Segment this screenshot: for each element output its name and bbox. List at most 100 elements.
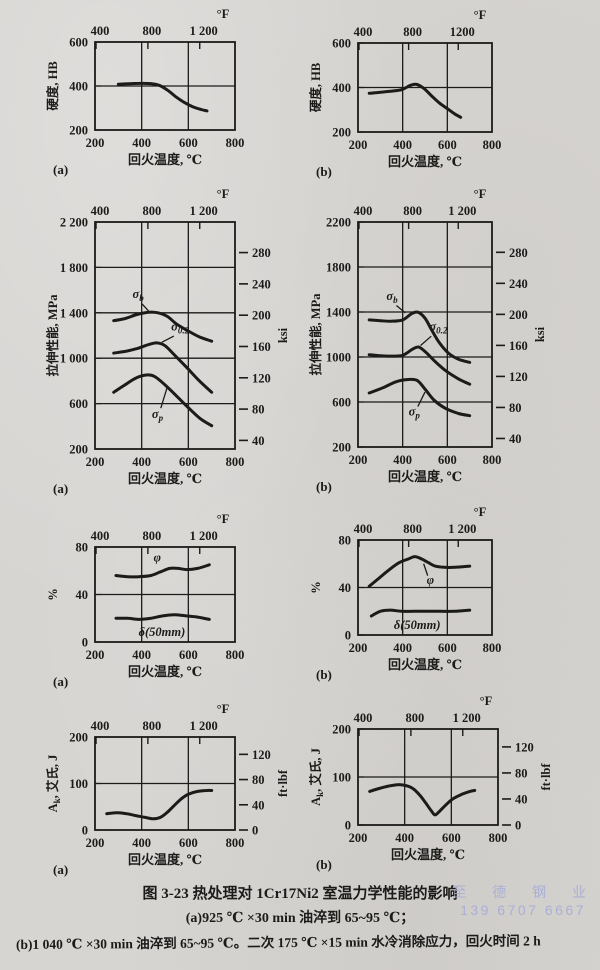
svg-text:40: 40 bbox=[339, 581, 352, 595]
svg-text:1200: 1200 bbox=[450, 25, 475, 39]
svg-text:80: 80 bbox=[76, 541, 89, 555]
figure-caption: 图 3-23 热处理对 1Cr17Ni2 室温力学性能的影响 (a)925 ℃ … bbox=[0, 882, 600, 952]
svg-text:φ: φ bbox=[427, 573, 434, 587]
svg-text:80: 80 bbox=[515, 766, 528, 780]
chart-ductility-b: 0 40 80 400 800 1 200 °F 200 400 600 800 回火温度, ℃% φ δ… bbox=[298, 498, 568, 690]
svg-text:200: 200 bbox=[86, 648, 105, 662]
chart-hardness-b: 200 400 600 400 800 1200 °F 200 400 600 800 回火温度, ℃… bbox=[298, 1, 568, 186]
svg-text:回火温度, ℃: 回火温度, ℃ bbox=[128, 152, 202, 167]
svg-text:600: 600 bbox=[69, 397, 88, 411]
svg-text:120: 120 bbox=[252, 371, 271, 385]
svg-text:400: 400 bbox=[395, 831, 414, 845]
svg-text:280: 280 bbox=[252, 246, 271, 260]
svg-text:ksi: ksi bbox=[276, 327, 290, 343]
svg-text:200: 200 bbox=[69, 124, 88, 138]
svg-text:°F: °F bbox=[217, 512, 230, 526]
svg-text:回火温度, ℃: 回火温度, ℃ bbox=[128, 852, 202, 867]
svg-text:1 200: 1 200 bbox=[190, 529, 218, 543]
chart-tensile-b: 200 600 1000 1400 1800 2200 400 800 1 200 °F 200 40… bbox=[298, 180, 568, 502]
svg-text:400: 400 bbox=[132, 455, 151, 469]
svg-text:200: 200 bbox=[86, 455, 105, 469]
svg-text:120: 120 bbox=[252, 748, 271, 762]
svg-text:回火温度, ℃: 回火温度, ℃ bbox=[128, 471, 202, 486]
chart-impact-b: 0 100 200 400 800 1 200 °F 200 400 600 800 回火温度, ℃ A… bbox=[298, 687, 568, 877]
svg-text:0: 0 bbox=[252, 824, 258, 838]
svg-text:200: 200 bbox=[349, 138, 368, 152]
svg-text:回火温度, ℃: 回火温度, ℃ bbox=[388, 657, 462, 672]
svg-text:800: 800 bbox=[226, 648, 245, 662]
svg-text:600: 600 bbox=[179, 648, 198, 662]
svg-text:200: 200 bbox=[86, 136, 105, 150]
svg-text:800: 800 bbox=[226, 836, 245, 850]
svg-text:(a): (a) bbox=[53, 162, 68, 177]
svg-text:回火温度, ℃: 回火温度, ℃ bbox=[128, 664, 202, 679]
svg-text:硬度, HB: 硬度, HB bbox=[308, 63, 323, 112]
svg-text:400: 400 bbox=[132, 136, 151, 150]
caption-note-b: (b)1 040 ℃ ×30 min 油淬到 65~95 ℃。二次 175 ℃ … bbox=[15, 933, 541, 952]
svg-text:200: 200 bbox=[349, 831, 368, 845]
svg-text:σ0.2: σ0.2 bbox=[171, 319, 190, 335]
svg-text:%: % bbox=[46, 588, 60, 601]
svg-text:800: 800 bbox=[403, 204, 422, 218]
svg-text:0: 0 bbox=[345, 629, 351, 643]
watermark-phone: 139 6707 6667 bbox=[460, 901, 586, 918]
svg-text:800: 800 bbox=[143, 529, 162, 543]
svg-text:40: 40 bbox=[515, 792, 528, 806]
svg-text:回火温度, ℃: 回火温度, ℃ bbox=[391, 847, 465, 862]
svg-text:800: 800 bbox=[226, 455, 245, 469]
svg-text:600: 600 bbox=[69, 36, 88, 50]
svg-text:1 200: 1 200 bbox=[190, 719, 218, 733]
svg-text:200: 200 bbox=[332, 441, 351, 455]
svg-text:(b): (b) bbox=[316, 857, 332, 872]
svg-text:0: 0 bbox=[82, 636, 88, 650]
svg-text:1 400: 1 400 bbox=[60, 306, 88, 320]
svg-text:200: 200 bbox=[69, 731, 88, 745]
watermark: 至 德 钢 业 139 6707 6667 bbox=[452, 884, 586, 919]
svg-text:2200: 2200 bbox=[326, 216, 351, 230]
svg-text:400: 400 bbox=[132, 836, 151, 850]
svg-text:400: 400 bbox=[91, 719, 110, 733]
svg-text:硬度, HB: 硬度, HB bbox=[45, 61, 60, 110]
svg-text:800: 800 bbox=[406, 711, 425, 725]
svg-text:°F: °F bbox=[217, 187, 230, 201]
svg-text:σb: σb bbox=[133, 287, 145, 303]
svg-text:400: 400 bbox=[69, 80, 88, 94]
svg-text:0: 0 bbox=[82, 824, 88, 838]
svg-text:800: 800 bbox=[403, 522, 422, 536]
svg-text:200: 200 bbox=[86, 836, 105, 850]
svg-text:(a): (a) bbox=[53, 481, 68, 496]
svg-text:δ(50mm): δ(50mm) bbox=[394, 618, 441, 632]
svg-text:%: % bbox=[309, 581, 323, 594]
svg-text:Ak, 艾氏, J: Ak, 艾氏, J bbox=[45, 755, 62, 813]
svg-text:600: 600 bbox=[179, 455, 198, 469]
svg-text:600: 600 bbox=[438, 138, 457, 152]
svg-text:200: 200 bbox=[252, 309, 271, 323]
caption-note-a: (a)925 ℃ ×30 min 油淬到 65~95 ℃； bbox=[185, 911, 415, 926]
svg-text:400: 400 bbox=[91, 24, 110, 38]
svg-text:280: 280 bbox=[509, 246, 528, 260]
svg-text:80: 80 bbox=[252, 773, 265, 787]
svg-text:1 200: 1 200 bbox=[448, 204, 476, 218]
svg-text:(a): (a) bbox=[53, 674, 68, 689]
svg-text:400: 400 bbox=[393, 641, 412, 655]
svg-text:240: 240 bbox=[509, 277, 528, 291]
svg-text:Ak, 艾氏, J: Ak, 艾氏, J bbox=[308, 748, 325, 806]
svg-text:40: 40 bbox=[509, 432, 522, 446]
chart-impact-a: 0 100 200 400 800 1 200 °F 200 400 600 800 回火温度, ℃ A… bbox=[35, 695, 300, 885]
chart-ductility-a: 0 40 80 400 800 1 200 °F 200 400 600 800 回火温度, ℃% φ δ… bbox=[35, 505, 300, 697]
svg-text:40: 40 bbox=[252, 798, 265, 812]
svg-text:200: 200 bbox=[332, 126, 351, 140]
svg-text:1000: 1000 bbox=[326, 351, 351, 365]
svg-text:800: 800 bbox=[483, 641, 502, 655]
svg-text:400: 400 bbox=[91, 529, 110, 543]
svg-text:回火温度, ℃: 回火温度, ℃ bbox=[388, 154, 462, 169]
svg-text:σp: σp bbox=[409, 405, 421, 421]
svg-text:600: 600 bbox=[438, 453, 457, 467]
svg-text:°F: °F bbox=[217, 7, 230, 21]
watermark-company: 至 德 钢 业 bbox=[452, 884, 597, 900]
svg-text:ft·lbf: ft·lbf bbox=[276, 769, 290, 797]
svg-text:(b): (b) bbox=[316, 479, 332, 494]
svg-text:600: 600 bbox=[332, 396, 351, 410]
svg-text:400: 400 bbox=[354, 711, 373, 725]
